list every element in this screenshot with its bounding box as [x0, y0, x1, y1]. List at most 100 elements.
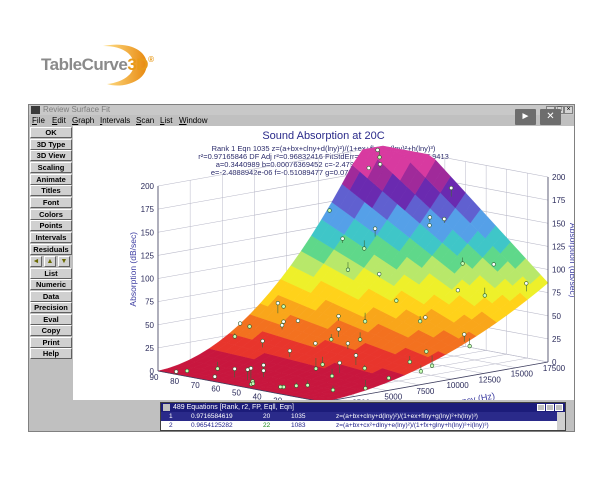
data-point [345, 341, 350, 346]
equations-close-button[interactable] [555, 404, 563, 411]
menu-edit[interactable]: Edit [52, 116, 66, 125]
residuals-button[interactable]: Residuals [30, 244, 72, 255]
data-button[interactable]: Data [30, 291, 72, 302]
data-point [305, 383, 310, 388]
equation-fp: 22 [263, 422, 271, 429]
data-point [295, 318, 301, 323]
points-button[interactable]: Points [30, 220, 72, 231]
data-point [340, 236, 345, 241]
font-button[interactable]: Font [30, 197, 72, 208]
equation-row[interactable]: 2 0.9654125282 22 1083 z=(a+bx+cx²+dlny+… [161, 421, 557, 430]
z-tick-label-right: 0 [552, 358, 557, 367]
data-point [260, 338, 265, 344]
arrow-left-icon[interactable]: ◄ [30, 256, 42, 267]
animate-button[interactable]: Animate [30, 174, 72, 185]
equations-system-icon[interactable] [163, 404, 170, 411]
data-point [329, 337, 334, 342]
data-point [313, 341, 318, 346]
logo-text-tablecurve: TableCurve [41, 55, 128, 74]
y-tick-label: 15000 [511, 370, 534, 379]
surface-chart: 200 175 150 125 100 75 50 25 0 200 175 150 125 100 75 5… [128, 145, 574, 400]
y-tick-label: 10000 [446, 381, 469, 390]
intervals-button[interactable]: Intervals [30, 232, 72, 243]
precision-button[interactable]: Precision [30, 302, 72, 313]
menu-graph[interactable]: Graph [72, 116, 95, 125]
colors-button[interactable]: Colors [30, 209, 72, 220]
data-point [336, 313, 341, 319]
z-tick-label-right: 100 [552, 266, 566, 275]
data-point [247, 324, 252, 329]
equations-list-window: 489 Equations [Rank, r2, FP, Eqll, Eqn] … [160, 402, 566, 431]
z-tick-label-right: 50 [552, 312, 561, 321]
data-point [232, 366, 237, 372]
equation-row[interactable]: 1 0.9716584619 20 1035 z=(a+bx+clny+d(ln… [161, 412, 557, 421]
list-button[interactable]: List [30, 268, 72, 279]
data-point [215, 366, 220, 371]
equation-r2: 0.9654125282 [191, 422, 233, 429]
z-axis-title-right: Absorption (dB/sec) [568, 223, 574, 298]
data-point [375, 147, 380, 153]
data-point [345, 267, 351, 272]
menu-window[interactable]: Window [179, 116, 208, 125]
z-tick-label-left: 75 [145, 298, 154, 307]
y-tick-label: 2500 [352, 398, 370, 400]
z-tick-label-right: 25 [552, 335, 561, 344]
arrow-down-icon[interactable]: ▼ [58, 256, 70, 267]
menu-intervals[interactable]: Intervals [100, 116, 131, 125]
eval-button[interactable]: Eval [30, 314, 72, 325]
data-point [238, 321, 243, 326]
equation-formula: z=(a+bx+cx²+dlny+e(lny)²)/(1+fx+glny+h(l… [336, 422, 489, 429]
y-axis-title: Frequency (Hz) [433, 391, 496, 400]
z-tick-label-left: 25 [145, 344, 154, 353]
dismiss-button[interactable]: ✕ [540, 109, 561, 125]
menu-list[interactable]: List [160, 116, 173, 125]
3d-type-button[interactable]: 3D Type [30, 139, 72, 150]
equations-titlebar: 489 Equations [Rank, r2, FP, Eqll, Eqn] [161, 403, 565, 412]
close-button[interactable]: × [564, 106, 573, 114]
z-axis-title-left: Absorption (dB/sec) [128, 232, 138, 307]
arrow-up-icon[interactable]: ▲ [44, 256, 56, 267]
data-point [357, 337, 363, 342]
data-point [462, 332, 467, 337]
menu-scan[interactable]: Scan [136, 116, 155, 125]
play-button[interactable]: ► [515, 109, 536, 125]
equation-rank: 2 [169, 422, 173, 429]
logo-text-3d: 3D [127, 55, 149, 74]
scaling-button[interactable]: Scaling [30, 162, 72, 173]
z-tick-label-left: 125 [141, 251, 155, 260]
copy-button[interactable]: Copy [30, 325, 72, 336]
data-point [278, 384, 283, 389]
menu-file[interactable]: File [32, 116, 45, 125]
data-point [281, 319, 286, 324]
data-point [337, 360, 342, 366]
data-point [261, 363, 266, 368]
data-point [362, 366, 367, 371]
equation-formula: z=(a+bx+clny+d(lny)²)/(1+ex+flny+g(lny)²… [336, 413, 478, 420]
equations-minimize-button[interactable] [537, 404, 545, 411]
data-point [313, 366, 319, 371]
data-point [184, 368, 190, 373]
system-menu-icon[interactable] [31, 106, 40, 114]
print-button[interactable]: Print [30, 337, 72, 348]
data-point [279, 323, 285, 328]
equations-maximize-button[interactable] [546, 404, 554, 411]
data-point [353, 353, 359, 358]
ok-button[interactable]: OK [30, 127, 72, 138]
data-point [407, 359, 412, 364]
data-point [373, 226, 378, 231]
3d-view-button[interactable]: 3D View [30, 150, 72, 161]
data-point [429, 363, 435, 368]
plot-info-line-4: e=-2.4888942e-06 f=-0.51089477 g=0.07396… [210, 168, 437, 177]
surface-plot-area[interactable]: Sound Absorption at 20C Rank 1 Eqn 1035 … [73, 126, 574, 400]
x-tick-label: 70 [191, 381, 200, 390]
equations-scrollbar[interactable] [557, 412, 565, 430]
numeric-button[interactable]: Numeric [30, 279, 72, 290]
y-tick-label: 7500 [417, 387, 435, 396]
equation-fp: 20 [263, 413, 271, 420]
data-point [245, 367, 250, 372]
titles-button[interactable]: Titles [30, 185, 72, 196]
z-tick-label-right: 175 [552, 196, 566, 205]
arrow-buttons: ◄ ▲ ▼ [30, 256, 72, 267]
data-point [275, 301, 280, 306]
help-button[interactable]: Help [30, 348, 72, 359]
